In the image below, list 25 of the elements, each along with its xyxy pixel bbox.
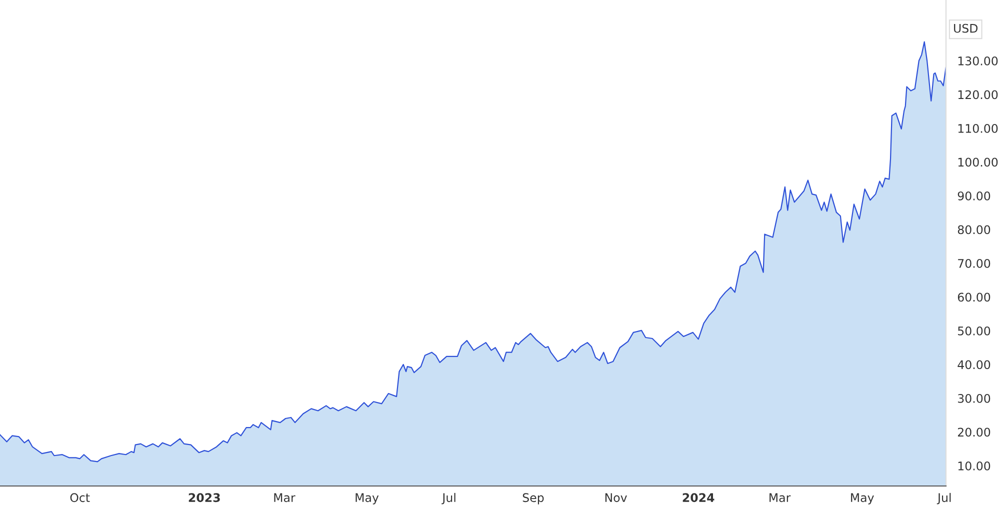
- y-tick-label: 80.00: [958, 225, 990, 234]
- y-tick-label: 30.00: [958, 394, 990, 403]
- x-tick-label: 2024: [682, 493, 714, 502]
- x-tick-label: May: [851, 493, 874, 504]
- x-tick-label: Sep: [522, 493, 544, 504]
- y-tick-label: 90.00: [958, 191, 990, 200]
- x-tick-label: Mar: [274, 493, 296, 502]
- text: USD: [954, 24, 978, 33]
- y-tick-label: 130.00: [958, 56, 998, 66]
- y-tick-label: 40.00: [958, 360, 990, 370]
- x-tick-label: Jul: [936, 492, 951, 504]
- y-tick-label: 60.00: [958, 292, 990, 302]
- y-tick-label: 70.00: [958, 258, 990, 268]
- x-tick-label: Oct: [70, 493, 90, 502]
- x-tick-label: Nov: [605, 493, 627, 502]
- x-tick-label: Jul: [442, 492, 456, 504]
- y-tick-label: 110.00: [958, 124, 998, 133]
- y-tick-label: 100.00: [958, 158, 998, 167]
- x-tick-label: May: [356, 493, 379, 504]
- x-tick-label: 2023: [188, 493, 220, 502]
- y-tick-label: 20.00: [958, 428, 990, 437]
- y-tick-label: 50.00: [958, 326, 990, 336]
- x-tick-label: Mar: [770, 493, 791, 502]
- y-tick-label: 120.00: [958, 90, 998, 100]
- y-tick-label: 10.00: [958, 461, 990, 470]
